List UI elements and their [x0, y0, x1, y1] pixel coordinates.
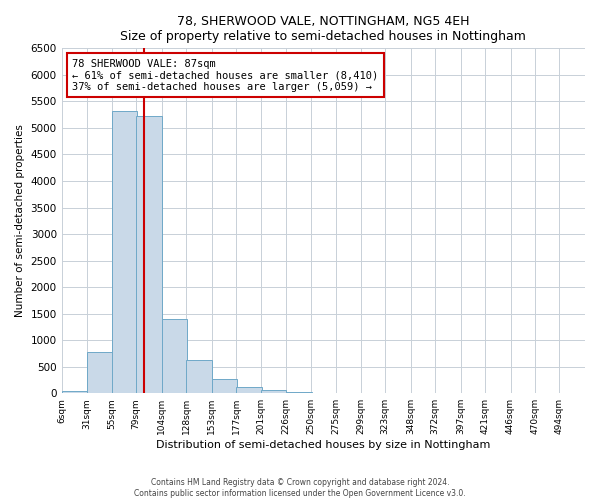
- Bar: [186, 360, 212, 393]
- Text: 78 SHERWOOD VALE: 87sqm
← 61% of semi-detached houses are smaller (8,410)
37% of: 78 SHERWOOD VALE: 87sqm ← 61% of semi-de…: [72, 58, 379, 92]
- Bar: [112, 111, 137, 393]
- Bar: [286, 392, 311, 393]
- Title: 78, SHERWOOD VALE, NOTTINGHAM, NG5 4EH
Size of property relative to semi-detache: 78, SHERWOOD VALE, NOTTINGHAM, NG5 4EH S…: [121, 15, 526, 43]
- Bar: [87, 352, 113, 393]
- Y-axis label: Number of semi-detached properties: Number of semi-detached properties: [15, 124, 25, 317]
- Bar: [236, 388, 262, 393]
- Bar: [62, 390, 87, 393]
- Bar: [212, 379, 237, 393]
- X-axis label: Distribution of semi-detached houses by size in Nottingham: Distribution of semi-detached houses by …: [156, 440, 491, 450]
- Bar: [311, 392, 336, 393]
- Text: Contains HM Land Registry data © Crown copyright and database right 2024.
Contai: Contains HM Land Registry data © Crown c…: [134, 478, 466, 498]
- Bar: [260, 390, 286, 393]
- Bar: [136, 116, 161, 393]
- Bar: [161, 319, 187, 393]
